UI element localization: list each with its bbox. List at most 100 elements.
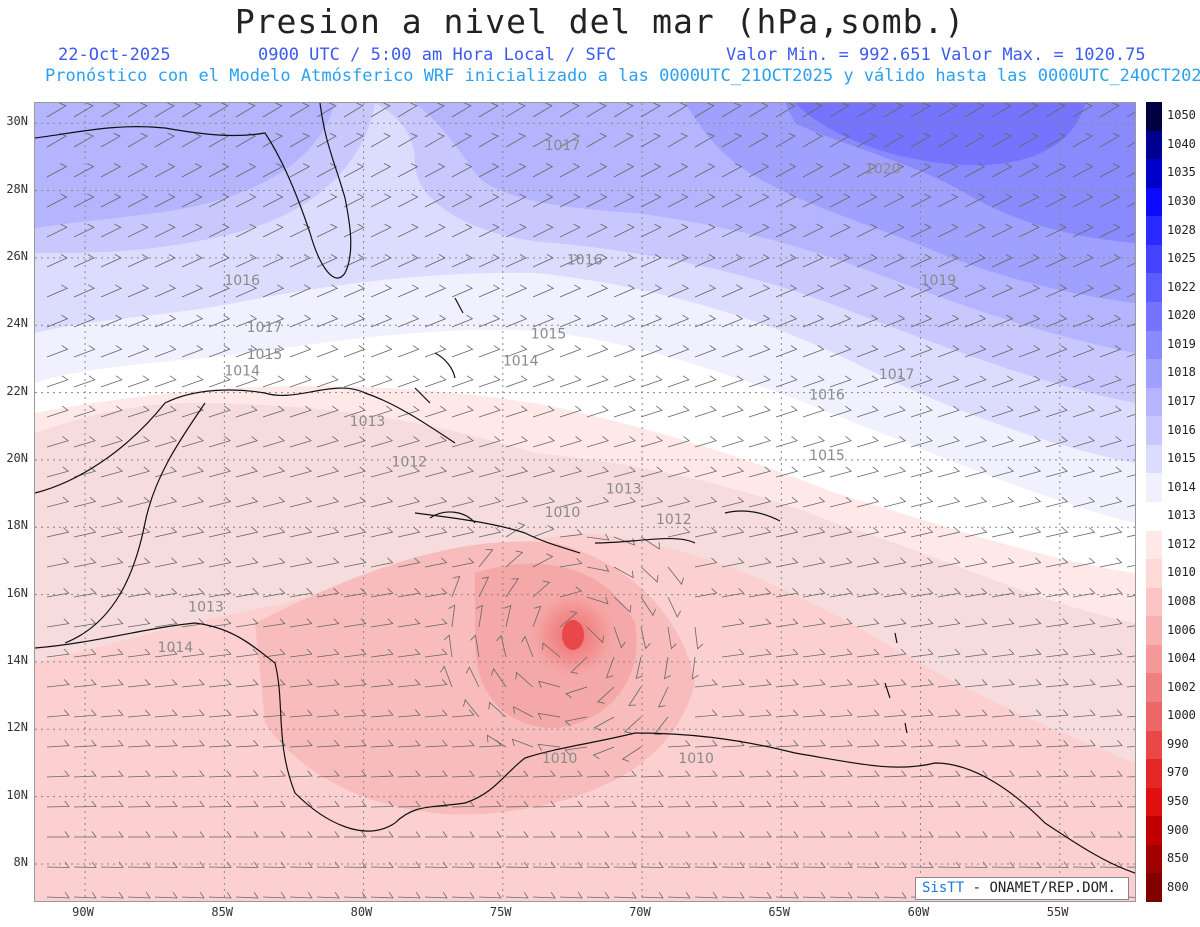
wind-barb <box>127 709 151 718</box>
wind-barb <box>370 132 391 148</box>
wind-barb <box>564 716 588 727</box>
wind-barb <box>570 656 588 674</box>
wind-barb <box>1045 709 1069 718</box>
wind-barb <box>910 375 933 388</box>
wind-barb <box>532 223 554 238</box>
wind-barb <box>721 314 744 328</box>
wind-barb <box>1072 314 1095 328</box>
wind-barb <box>316 648 340 658</box>
wind-barb <box>478 549 494 568</box>
wind-barb <box>208 861 232 868</box>
wind-barb <box>721 223 743 238</box>
wind-barb <box>424 132 445 148</box>
colorbar-label: 1010 <box>1167 565 1196 580</box>
wind-barb <box>451 103 472 118</box>
wind-barb <box>1099 436 1122 448</box>
wind-barb <box>1018 375 1041 388</box>
colorbar-label: 800 <box>1167 879 1189 894</box>
wind-barb <box>262 588 286 598</box>
wind-barb <box>208 891 232 899</box>
wind-barb <box>505 405 528 418</box>
colorbar-label: 1018 <box>1167 365 1196 380</box>
wind-barb <box>613 596 632 613</box>
wind-barb <box>424 770 448 778</box>
wind-barb <box>856 618 880 628</box>
wind-barb <box>100 375 123 388</box>
wind-barb <box>451 466 475 478</box>
wind-barb <box>181 375 204 388</box>
colorbar-label: 850 <box>1167 851 1189 866</box>
wind-barb <box>883 314 906 328</box>
wind-barb <box>667 466 691 478</box>
wind-barb <box>1073 831 1096 838</box>
wind-barb <box>1018 739 1042 748</box>
wind-barb <box>668 831 691 838</box>
wind-barb <box>694 800 718 808</box>
wind-barb <box>46 709 70 718</box>
wind-barb <box>208 618 232 628</box>
contour-label: 1010 <box>542 751 578 767</box>
wind-barb <box>1099 800 1123 808</box>
wind-barb <box>262 193 284 208</box>
wind-barb <box>532 525 555 538</box>
wind-barb <box>127 800 151 808</box>
wind-barb <box>478 496 502 508</box>
wind-barb <box>208 800 232 808</box>
wind-barb <box>515 671 534 688</box>
wind-barb <box>1126 232 1135 238</box>
wind-barb <box>856 739 880 748</box>
wind-barb <box>1126 383 1135 388</box>
wind-barb <box>1018 223 1040 238</box>
wind-barb <box>721 284 744 298</box>
wind-barb <box>448 604 456 628</box>
colorbar-segment <box>1146 159 1162 189</box>
wind-barb <box>1126 262 1135 268</box>
wind-barb <box>289 103 310 118</box>
wind-barb <box>559 466 583 478</box>
colorbar-segment <box>1146 359 1162 389</box>
wind-barb <box>559 193 581 208</box>
wind-barb <box>235 648 259 658</box>
wind-barb <box>775 284 798 298</box>
wind-barb <box>910 254 932 268</box>
wind-barb <box>1018 254 1040 268</box>
wind-barb <box>1099 466 1123 478</box>
wind-barb <box>586 564 610 572</box>
wind-barb <box>721 405 744 418</box>
wind-barb <box>370 588 394 598</box>
wind-barb <box>991 770 1015 778</box>
wind-barb <box>776 831 799 838</box>
wind-barb <box>235 314 258 328</box>
contour-label: 1015 <box>247 347 283 363</box>
wind-barb <box>343 284 366 298</box>
wind-barb <box>829 193 851 208</box>
lon-tick-label: 65W <box>768 905 791 919</box>
wind-barb <box>100 770 124 778</box>
wind-barb <box>802 314 825 328</box>
wind-barb <box>1045 618 1069 628</box>
wind-barb <box>532 254 554 268</box>
lat-tick-label: 26N <box>6 248 28 263</box>
colorbar-segment <box>1146 673 1162 703</box>
wind-barb <box>667 103 688 118</box>
wind-barb <box>829 527 853 538</box>
wind-barb <box>1072 254 1094 268</box>
wind-barb <box>262 679 286 688</box>
colorbar-label: 1030 <box>1167 194 1196 208</box>
wind-barb <box>181 527 205 538</box>
wind-barb <box>559 861 583 868</box>
wind-barb <box>127 223 149 238</box>
wind-barb <box>613 496 637 508</box>
wind-barb <box>100 132 121 148</box>
wind-barb <box>1072 770 1096 778</box>
wind-barb <box>586 163 608 178</box>
wind-barb <box>802 527 826 538</box>
wind-barb <box>73 800 97 808</box>
wind-barb <box>235 103 256 118</box>
wind-barb <box>991 193 1013 208</box>
wind-barb <box>451 405 474 418</box>
wind-barb <box>344 831 367 838</box>
wind-barb <box>910 345 933 358</box>
wind-barb <box>46 193 68 208</box>
contour-label: 1016 <box>567 253 603 269</box>
